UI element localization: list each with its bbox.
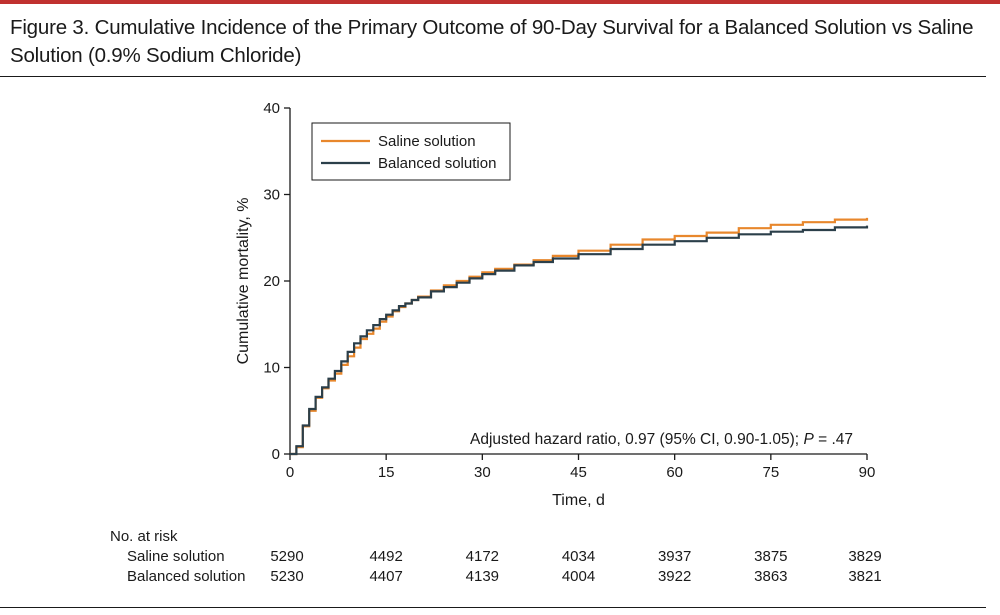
title-divider <box>0 76 986 78</box>
x-tick-label: 30 <box>474 464 491 481</box>
y-tick-label: 40 <box>263 100 280 117</box>
legend-box <box>311 122 511 181</box>
y-tick-label: 10 <box>263 360 280 377</box>
y-tick-label: 0 <box>272 446 280 463</box>
figure-title: Figure 3. Cumulative Incidence of the Pr… <box>10 16 974 67</box>
balanced-curve <box>290 225 869 456</box>
x-tick-label: 45 <box>570 464 587 481</box>
x-tick-label: 0 <box>286 464 294 481</box>
y-axis-label: Cumulative mortality, % <box>235 198 252 365</box>
x-tick-label: 15 <box>378 464 395 481</box>
x-axis-label: Time, d <box>552 492 605 509</box>
legend-label-saline: Saline solution <box>378 133 476 150</box>
hazard-ratio-annotation: Adjusted hazard ratio, 0.97 (95% CI, 0.9… <box>470 431 853 448</box>
y-tick-label: 20 <box>263 273 280 290</box>
y-tick-label: 30 <box>263 187 280 204</box>
accent-top-rule <box>0 0 1000 4</box>
legend-label-balanced: Balanced solution <box>378 155 496 172</box>
x-tick-label: 60 <box>666 464 683 481</box>
bottom-divider <box>0 607 986 608</box>
x-tick-label: 90 <box>859 464 876 481</box>
x-tick-label: 75 <box>762 464 779 481</box>
